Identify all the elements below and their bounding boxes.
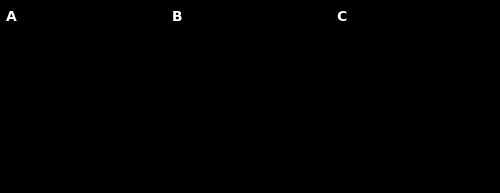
Text: C: C <box>336 10 346 24</box>
Text: B: B <box>172 10 182 24</box>
Text: A: A <box>6 10 17 24</box>
